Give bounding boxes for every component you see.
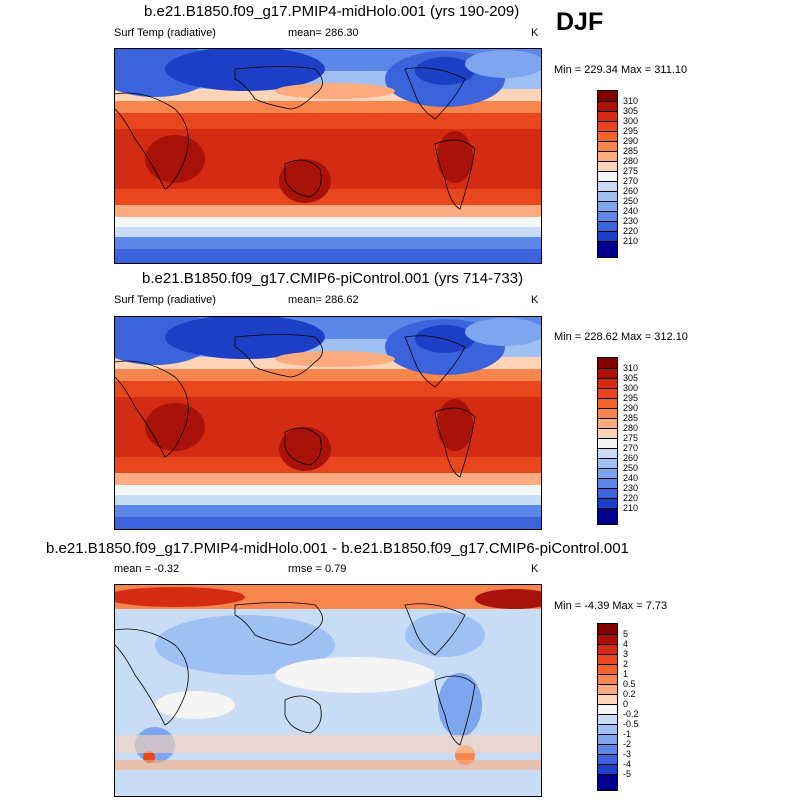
panel-3-tick: -1 — [623, 729, 632, 739]
panel-1-tick: 210 — [623, 236, 639, 246]
panel-3-tick: 1 — [623, 669, 629, 679]
panel-1-tick: 220 — [623, 226, 639, 236]
panel-2-map — [114, 316, 542, 530]
panel-3-mean-label: mean = -0.32 — [114, 563, 180, 575]
panel-1-tick: 295 — [623, 126, 639, 136]
panel-1-tick: 310 — [623, 96, 639, 106]
panel-3-tick: -2 — [623, 739, 632, 749]
panel-2-variable-label: Surf Temp (radiative) — [114, 294, 216, 306]
panel-2-tick: 290 — [623, 403, 639, 413]
panel-1-tick: 250 — [623, 196, 639, 206]
panel-3-tick: 3 — [623, 649, 629, 659]
panel-3-tick: 2 — [623, 659, 629, 669]
panel-1-tick: 290 — [623, 136, 639, 146]
panel-3-tick: -0.2 — [623, 709, 639, 719]
panel-2-minmax-label: Min = 228.62 Max = 312.10 — [554, 331, 688, 343]
panel-3-tick: 0.5 — [623, 679, 636, 689]
panel-1-tick: 240 — [623, 206, 639, 216]
panel-3-colorbar — [597, 623, 618, 791]
panel-2-tick: 260 — [623, 453, 639, 463]
panel-2-tick: 270 — [623, 443, 639, 453]
panel-2-colorbar — [597, 357, 618, 525]
panel-2-tick: 240 — [623, 473, 639, 483]
panel-2-tick: 305 — [623, 373, 639, 383]
panel-2-tick: 210 — [623, 503, 639, 513]
panel-1-tick: 280 — [623, 156, 639, 166]
panel-1-units-label: K — [531, 27, 539, 39]
panel-2-tick: 275 — [623, 433, 639, 443]
panel-1-mean-label: mean= 286.30 — [288, 27, 359, 39]
panel-3-tick: 0.2 — [623, 689, 636, 699]
panel-2-tick: 310 — [623, 363, 639, 373]
panel-1-tick: 270 — [623, 176, 639, 186]
panel-2-tick: 220 — [623, 493, 639, 503]
panel-3-tick: 5 — [623, 629, 629, 639]
panel-2-mean-label: mean= 286.62 — [288, 294, 359, 306]
panel-3-tick: -4 — [623, 759, 632, 769]
panel-2-tick: 230 — [623, 483, 639, 493]
panel-3-tick: 0 — [623, 699, 629, 709]
panel-2-units-label: K — [531, 294, 539, 306]
panel-2-tick: 280 — [623, 423, 639, 433]
panel-1-map — [114, 48, 542, 264]
panel-2-tick: 250 — [623, 463, 639, 473]
panel-1-title: b.e21.B1850.f09_g17.PMIP4-midHolo.001 (y… — [144, 3, 520, 20]
panel-2-tick: 295 — [623, 393, 639, 403]
panel-3-tick: -0.5 — [623, 719, 639, 729]
panel-3-tick: 4 — [623, 639, 629, 649]
panel-3-minmax-label: Min = -4.39 Max = 7.73 — [554, 600, 668, 612]
panel-3-units-label: K — [531, 563, 539, 575]
panel-3-tick: -5 — [623, 769, 632, 779]
panel-1-colorbar — [597, 90, 618, 258]
season-label: DJF — [556, 8, 604, 36]
panel-1-minmax-label: Min = 229.34 Max = 311.10 — [554, 64, 688, 76]
panel-3-rmse-label: rmse = 0.79 — [288, 563, 347, 575]
panel-2-title: b.e21.B1850.f09_g17.CMIP6-piControl.001 … — [142, 270, 524, 287]
panel-1-tick: 285 — [623, 146, 639, 156]
panel-3-title: b.e21.B1850.f09_g17.PMIP4-midHolo.001 - … — [46, 540, 629, 557]
panel-1-tick: 300 — [623, 116, 639, 126]
panel-3-map — [114, 584, 542, 797]
panel-1-tick: 230 — [623, 216, 639, 226]
panel-2-tick: 300 — [623, 383, 639, 393]
panel-2-tick: 285 — [623, 413, 639, 423]
panel-1-variable-label: Surf Temp (radiative) — [114, 27, 216, 39]
panel-1-tick: 305 — [623, 106, 639, 116]
panel-1-tick: 275 — [623, 166, 639, 176]
panel-1-tick: 260 — [623, 186, 639, 196]
panel-3-tick: -3 — [623, 749, 632, 759]
